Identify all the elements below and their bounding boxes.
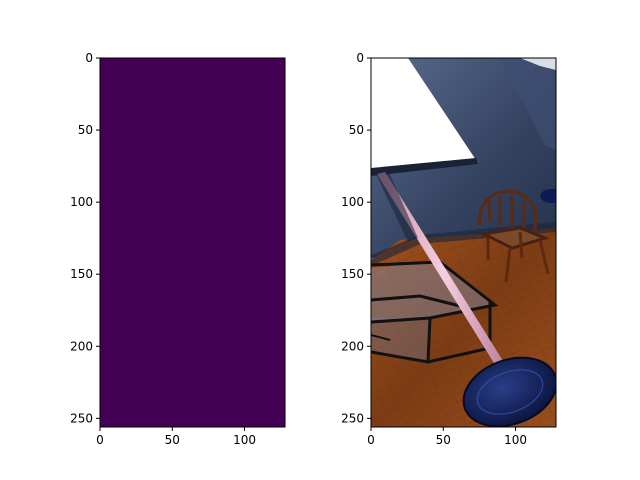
- lamp-base-ring: [476, 369, 544, 415]
- glass-table: [371, 260, 499, 364]
- left-x-tick-label: 100: [233, 433, 256, 447]
- right-y-tick-label: 50: [349, 123, 364, 137]
- wall-corner-shading: [500, 58, 556, 150]
- right-x-axis: 0 50 100: [367, 427, 527, 447]
- ceiling-edge: [520, 58, 556, 70]
- blue-object: [540, 189, 556, 203]
- left-subplot: 0 50 100 150 200 250 0 50 100: [70, 51, 286, 447]
- left-heatmap-image: [100, 58, 285, 427]
- wooden-chair: [478, 189, 550, 283]
- left-x-tick-label: 50: [165, 433, 180, 447]
- right-axes-frame: [370, 57, 557, 428]
- right-scene-image: [371, 58, 556, 427]
- right-y-axis: 0 50 100 150 200 250: [341, 51, 371, 425]
- left-x-tick-label: 0: [96, 433, 104, 447]
- lamp-neck: [375, 170, 418, 242]
- lamp-shade-rim: [371, 158, 478, 176]
- right-x-tick-label: 50: [436, 433, 451, 447]
- left-axes-frame: [99, 57, 286, 428]
- right-subplot: 0 50 100 150 200 250 0 50 100: [341, 51, 557, 447]
- left-y-tick-label: 0: [85, 51, 93, 65]
- right-y-tick-label: 200: [341, 339, 364, 353]
- right-x-tick-label: 0: [367, 433, 375, 447]
- left-y-tick-label: 150: [70, 267, 93, 281]
- left-y-tick-label: 200: [70, 339, 93, 353]
- right-y-tick-label: 250: [341, 411, 364, 425]
- lamp-base: [462, 356, 556, 427]
- right-y-tick-label: 0: [356, 51, 364, 65]
- right-y-tick-label: 150: [341, 267, 364, 281]
- left-y-axis: 0 50 100 150 200 250: [70, 51, 100, 425]
- left-y-tick-label: 50: [78, 123, 93, 137]
- right-x-tick-label: 100: [504, 433, 527, 447]
- left-y-tick-label: 100: [70, 195, 93, 209]
- left-x-axis: 0 50 100: [96, 427, 256, 447]
- left-y-tick-label: 250: [70, 411, 93, 425]
- lamp-shade: [371, 58, 476, 170]
- right-y-tick-label: 100: [341, 195, 364, 209]
